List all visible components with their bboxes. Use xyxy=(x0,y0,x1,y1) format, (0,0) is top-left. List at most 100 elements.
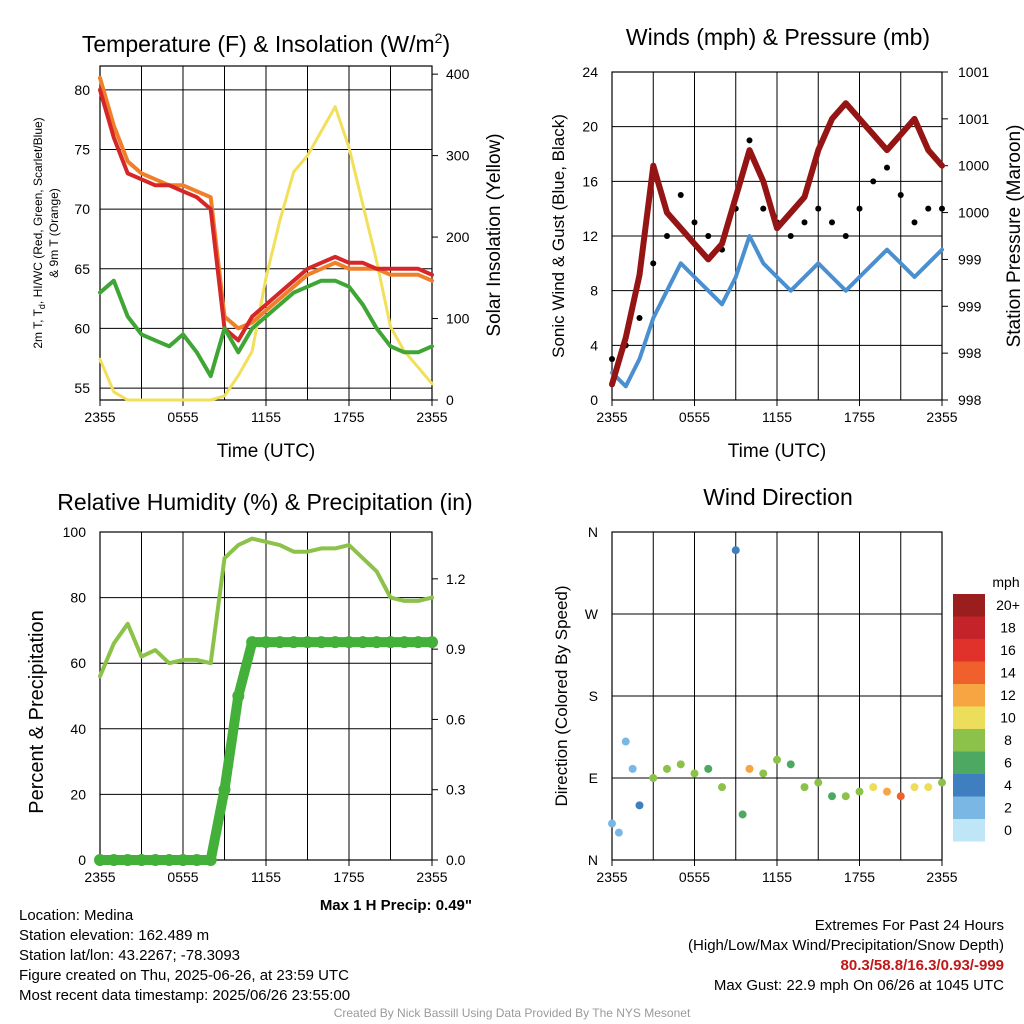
precip-line xyxy=(95,637,437,865)
temp-xtick-label: 1155 xyxy=(251,409,281,425)
winds-ytick-label: 4 xyxy=(590,337,598,353)
winds-xtick-label: 0555 xyxy=(679,409,710,425)
winds-y2tick-label: 1000 xyxy=(958,158,989,174)
rh-xtick-label: 1155 xyxy=(251,869,281,885)
wdir-point xyxy=(635,801,644,810)
legend-swatch xyxy=(953,729,985,752)
dewpoint-line xyxy=(98,278,434,379)
wdir-point xyxy=(883,787,891,796)
temp-ylabel-right: Solar Insolation (Yellow) xyxy=(484,133,505,336)
extremes-info: Extremes For Past 24 Hours (High/Low/Max… xyxy=(688,916,1004,996)
winds-y2tick-label: 999 xyxy=(958,298,982,314)
temp-ytick-label: 55 xyxy=(74,380,90,396)
rh-y2tick-label: 0.3 xyxy=(446,782,466,798)
legend-swatch xyxy=(953,639,985,662)
gust-point xyxy=(664,233,670,239)
extremes-values: 80.3/58.8/16.3/0.93/-999 xyxy=(840,957,1004,974)
rh-ytick-label: 100 xyxy=(63,524,87,540)
rh-y2tick-label: 0.9 xyxy=(446,641,466,657)
wdir-xtick-label: 1155 xyxy=(762,869,792,885)
winds-ytick-label: 24 xyxy=(582,64,598,80)
gust-point xyxy=(856,205,863,212)
wdir-point xyxy=(676,760,685,769)
winds-ytick-label: 16 xyxy=(582,173,598,189)
temp-xlabel: Time (UTC) xyxy=(217,441,316,462)
temp-xtick-label: 2355 xyxy=(416,409,447,425)
rh-xtick-label: 1755 xyxy=(333,869,364,885)
winds-xtick-label: 1755 xyxy=(844,409,875,425)
rh-ytick-label: 60 xyxy=(70,655,86,671)
temp-xtick-label: 1755 xyxy=(333,409,364,425)
temp-xtick-label: 2355 xyxy=(84,409,115,425)
winds-y2tick-label: 999 xyxy=(958,251,982,267)
winds-ylabel-right: Station Pressure (Maroon) xyxy=(1004,125,1024,348)
legend-swatch xyxy=(953,819,985,842)
gust-point xyxy=(884,164,890,171)
gust-point xyxy=(911,219,918,226)
gust-point xyxy=(842,233,849,239)
rh-ytick-label: 40 xyxy=(70,721,86,737)
rh-xtick-label: 0555 xyxy=(167,869,198,885)
rh-line xyxy=(98,536,434,679)
wdir-point xyxy=(786,760,795,769)
rh-ytick-label: 20 xyxy=(70,786,86,802)
temp-ytick-label: 80 xyxy=(74,82,90,98)
sonic-wind-line xyxy=(610,234,944,389)
wdir-point xyxy=(800,783,809,792)
wdir-point xyxy=(814,778,823,787)
gust-point xyxy=(870,178,877,185)
wdir-point xyxy=(924,783,933,792)
rh-y2tick-label: 0.6 xyxy=(446,711,466,727)
legend-label: 18 xyxy=(1000,620,1016,636)
wdir-point xyxy=(938,778,946,787)
max-precip-text: Max 1 H Precip: 0.49" xyxy=(320,897,472,914)
legend-label: 0 xyxy=(1004,822,1012,838)
gust-point xyxy=(677,192,684,198)
winds-xlabel: Time (UTC) xyxy=(728,441,827,462)
gust-point xyxy=(815,205,822,212)
legend-swatch xyxy=(953,706,985,729)
legend-label: 12 xyxy=(1000,687,1016,703)
wdir-point xyxy=(773,755,781,764)
winds-ylabel: Sonic Wind & Gust (Blue, Black) xyxy=(549,114,568,358)
wdir-ylabel: Direction (Colored By Speed) xyxy=(552,585,571,806)
wdir-point xyxy=(738,810,747,819)
wdir-title: Wind Direction xyxy=(703,484,853,510)
latlon-text: Station lat/lon: 43.2267; -78.3093 xyxy=(19,947,241,964)
legend-swatch xyxy=(953,774,985,797)
temp-y2tick-label: 300 xyxy=(446,148,470,164)
location-text: Location: Medina xyxy=(19,907,134,924)
rh-ytick-label: 80 xyxy=(70,590,86,606)
pressure-line xyxy=(609,100,945,388)
wdir-point xyxy=(614,828,623,837)
credit-text: Created By Nick Bassill Using Data Provi… xyxy=(333,1006,691,1020)
winds-title: Winds (mph) & Pressure (mb) xyxy=(626,24,930,50)
winds-y2tick-label: 1001 xyxy=(958,111,989,127)
gust-point xyxy=(760,205,767,212)
temp-y2tick-label: 100 xyxy=(446,311,470,327)
wdir-xtick-label: 0555 xyxy=(679,869,710,885)
gust-point xyxy=(897,192,904,198)
wdir-point xyxy=(704,764,713,773)
wdir-point xyxy=(663,764,671,773)
winds-xtick-label: 2355 xyxy=(596,409,627,425)
legend-label: 8 xyxy=(1004,732,1012,748)
legend-title: mph xyxy=(992,574,1019,590)
rh-ytick-label: 0 xyxy=(78,852,86,868)
gust-point xyxy=(691,219,698,226)
gust-point xyxy=(705,233,712,239)
temp-2m-line xyxy=(98,87,434,343)
temp-ytick-label: 70 xyxy=(74,201,90,217)
winds-frame: 2355 0555 1155 1755 235504812162024998998999… xyxy=(549,24,1024,462)
temp-ytick-label: 75 xyxy=(74,142,90,158)
legend-swatch xyxy=(953,594,985,617)
rh-y2tick-label: 1.2 xyxy=(446,571,466,587)
rh-title: Relative Humidity (%) & Precipitation (i… xyxy=(57,489,472,515)
gust-point xyxy=(650,260,657,267)
rh-y2tick-label: 0.0 xyxy=(446,852,466,868)
temp-frame: 2355 0555 1155 1755 2355 55 60 65 70 75 80 0 100 200 3… xyxy=(31,30,505,462)
recent-text: Most recent data timestamp: 2025/06/26 2… xyxy=(19,987,351,1004)
winds-ytick-label: 20 xyxy=(582,119,598,135)
gust-point xyxy=(746,137,753,144)
